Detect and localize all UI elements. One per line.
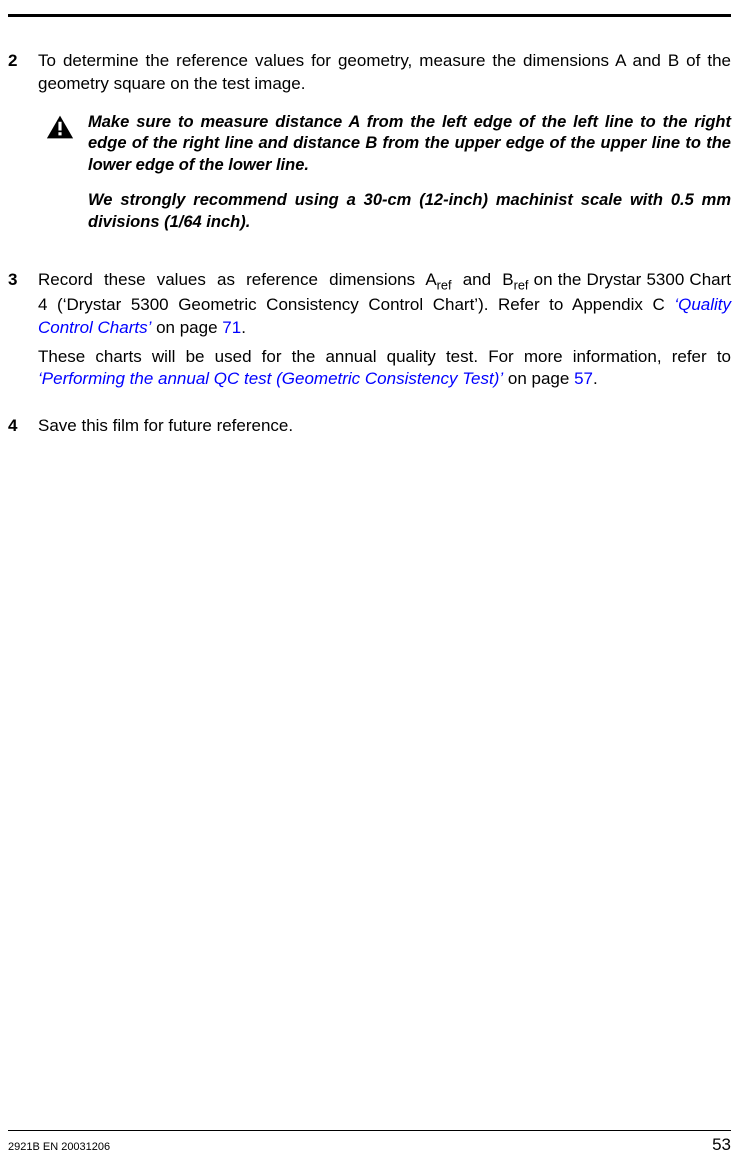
step-4: 4 Save this film for future reference. (8, 415, 731, 444)
page-link-57[interactable]: 57 (574, 369, 593, 388)
text-fragment: . (241, 318, 246, 337)
text-fragment: These charts will be used for the annual… (38, 347, 731, 366)
top-rule (8, 14, 731, 17)
warning-p2: We strongly recommend using a 30-cm (12-… (88, 190, 731, 233)
text-fragment: Record these values as reference dimensi… (38, 270, 437, 289)
text-fragment: and B (452, 270, 514, 289)
text-fragment: on page (503, 369, 574, 388)
step-3-p2: These charts will be used for the annual… (38, 346, 731, 392)
step-3: 3 Record these values as reference dimen… (8, 269, 731, 397)
step-number: 4 (8, 415, 38, 444)
warning-block: Make sure to measure distance A from the… (38, 112, 731, 247)
bottom-rule (8, 1130, 731, 1131)
subscript: ref (514, 277, 529, 292)
warning-text: Make sure to measure distance A from the… (88, 112, 731, 247)
footer-doc-id: 2921B EN 20031206 (8, 1141, 110, 1153)
step-body: Record these values as reference dimensi… (38, 269, 731, 397)
step-2: 2 To determine the reference values for … (8, 50, 731, 251)
page-link-71[interactable]: 71 (222, 318, 241, 337)
step-body: Save this film for future reference. (38, 415, 731, 444)
text-fragment: . (593, 369, 598, 388)
step-4-text: Save this film for future reference. (38, 415, 731, 438)
step-body: To determine the reference values for ge… (38, 50, 731, 251)
step-number: 3 (8, 269, 38, 397)
warning-icon (38, 112, 88, 247)
step-3-p1: Record these values as reference dimensi… (38, 269, 731, 339)
subscript: ref (437, 277, 452, 292)
text-fragment: on page (151, 318, 222, 337)
footer-page-number: 53 (712, 1135, 731, 1155)
step-number: 2 (8, 50, 38, 251)
warning-p1: Make sure to measure distance A from the… (88, 112, 731, 176)
page-content: 2 To determine the reference values for … (8, 50, 731, 462)
step-2-text: To determine the reference values for ge… (38, 50, 731, 96)
link-annual-qc-test[interactable]: ‘Performing the annual QC test (Geometri… (38, 369, 503, 388)
